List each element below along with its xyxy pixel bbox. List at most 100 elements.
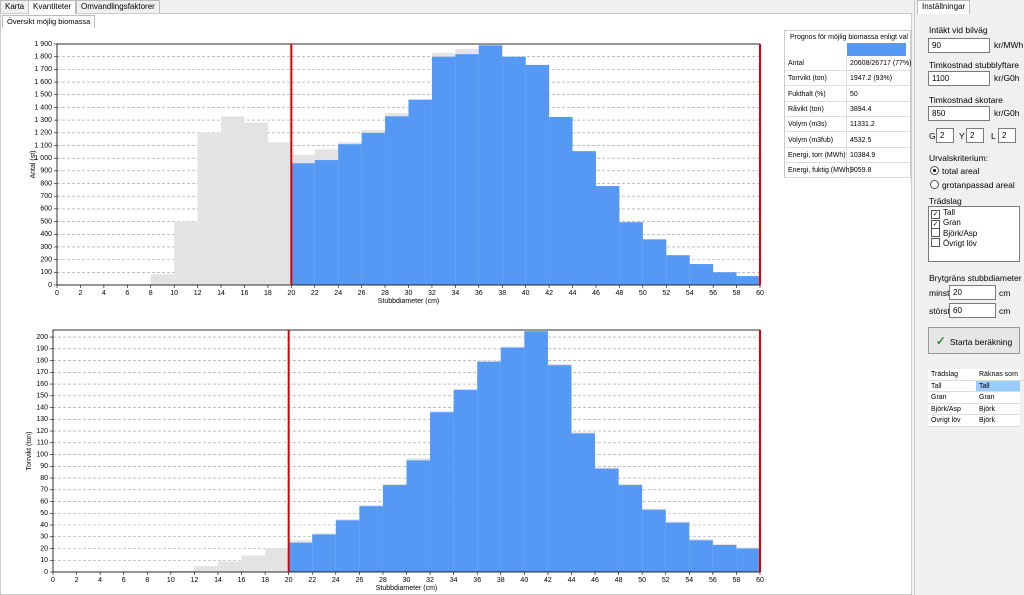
bar xyxy=(170,570,195,572)
text-input[interactable]: 850 xyxy=(928,106,990,121)
radio-option[interactable]: grotanpassad areal xyxy=(930,180,1015,190)
x-tick-label: 26 xyxy=(355,577,363,584)
bar xyxy=(194,566,218,572)
table-header: Trädslag xyxy=(928,369,976,381)
field-label: G xyxy=(929,131,936,141)
y-tick-label: 400 xyxy=(40,231,52,238)
tab[interactable]: Omvandlingsfaktorer xyxy=(76,0,160,13)
bar xyxy=(571,433,596,572)
unit-label: kr/G0h xyxy=(994,73,1020,83)
button[interactable]: ✓ Starta beräkning xyxy=(928,327,1020,354)
x-tick-label: 4 xyxy=(102,290,106,297)
text-input[interactable]: 90 xyxy=(928,38,990,53)
checkbox-label: Gran xyxy=(943,218,961,227)
field-label: Timkostnad stubblyftare xyxy=(929,60,1019,70)
bar xyxy=(595,186,620,285)
y-tick-label: 120 xyxy=(36,428,48,435)
text-input[interactable]: 2 xyxy=(998,128,1016,143)
x-tick-label: 10 xyxy=(170,290,178,297)
text-input[interactable]: 2 xyxy=(936,128,954,143)
table-cell[interactable]: Tall xyxy=(928,381,976,392)
settings-panel: Inställningar Intäkt vid bilväg 90 kr/MWh T… xyxy=(914,0,1024,595)
bar xyxy=(244,122,268,285)
y-tick-label: 80 xyxy=(40,475,48,482)
checkbox-option[interactable]: Övrigt löv xyxy=(931,238,977,248)
bar xyxy=(572,151,596,285)
table-cell[interactable]: Gran xyxy=(928,392,976,404)
bar xyxy=(713,272,737,285)
table-cell[interactable]: Björk xyxy=(976,404,1020,415)
x-tick-label: 36 xyxy=(473,577,481,584)
button-label: Starta beräkning xyxy=(949,337,1013,347)
table-cell[interactable]: Tall xyxy=(976,380,1020,392)
bar xyxy=(618,485,643,572)
y-tick-label: 10 xyxy=(40,557,48,564)
bar xyxy=(431,56,456,286)
y-tick-label: 140 xyxy=(36,404,48,411)
table-cell[interactable]: Björk/Asp xyxy=(928,404,976,415)
y-tick-label: 1 000 xyxy=(34,155,52,162)
bar xyxy=(150,274,175,285)
bar xyxy=(361,132,386,285)
x-tick-label: 22 xyxy=(311,290,319,297)
bar xyxy=(291,163,315,285)
table-cell[interactable]: Gran xyxy=(976,392,1020,404)
x-tick-label: 22 xyxy=(308,577,316,584)
x-tick-label: 28 xyxy=(379,577,387,584)
y-tick-label: 700 xyxy=(40,193,52,200)
bar xyxy=(547,365,572,572)
text-input[interactable]: 2 xyxy=(966,128,984,143)
bar xyxy=(430,412,454,572)
checkbox[interactable] xyxy=(931,228,940,237)
x-tick-label: 8 xyxy=(145,577,149,584)
group-label: Urvalskriterium: xyxy=(929,153,989,163)
check-icon: ✓ xyxy=(935,334,946,348)
x-tick-label: 28 xyxy=(381,290,389,297)
x-tick-label: 12 xyxy=(191,577,199,584)
subtab[interactable]: Översikt möjlig biomassa xyxy=(2,15,96,28)
text-input[interactable]: 1100 xyxy=(928,71,990,86)
table-cell: 20608/26717 (77%) xyxy=(847,56,912,71)
x-tick-label: 8 xyxy=(149,290,153,297)
table-cell[interactable]: Övrigt löv xyxy=(928,415,976,427)
y-tick-label: 1 700 xyxy=(34,66,52,73)
table-cell: Fukthalt (%) xyxy=(785,86,847,102)
text-input[interactable]: 20 xyxy=(949,285,996,300)
table-cell: Torrvikt (ton) xyxy=(785,71,847,87)
x-tick-label: 12 xyxy=(194,290,202,297)
unit-label: cm xyxy=(999,306,1011,316)
bar xyxy=(642,509,666,572)
radio[interactable] xyxy=(930,166,939,175)
bar xyxy=(174,221,198,285)
table-cell: 50 xyxy=(847,87,910,102)
bar xyxy=(736,548,760,572)
tab[interactable]: Kvantiteter xyxy=(28,0,77,14)
y-tick-label: 100 xyxy=(40,269,52,276)
x-tick-label: 34 xyxy=(450,577,458,584)
x-tick-label: 56 xyxy=(709,577,717,584)
x-tick-label: 2 xyxy=(75,577,79,584)
x-tick-label: 58 xyxy=(733,577,741,584)
table-cell[interactable]: Björk xyxy=(976,415,1020,427)
bar xyxy=(241,555,266,572)
x-tick-label: 38 xyxy=(497,577,505,584)
checkbox[interactable] xyxy=(931,238,940,247)
bar xyxy=(666,255,690,285)
text-input[interactable]: 60 xyxy=(949,303,996,318)
bar xyxy=(406,460,431,572)
x-tick-label: 24 xyxy=(334,290,342,297)
tab[interactable]: Inställningar xyxy=(917,0,971,14)
x-tick-label: 60 xyxy=(756,290,764,297)
radio[interactable] xyxy=(930,180,939,189)
checkbox[interactable]: ✓ xyxy=(931,210,940,219)
x-tick-label: 56 xyxy=(709,290,717,297)
field-label: Intäkt vid bilväg xyxy=(929,25,988,35)
checkbox-option[interactable]: Björk/Asp xyxy=(931,228,977,238)
checkbox-option[interactable]: ✓ Tall xyxy=(931,208,955,219)
radio-option[interactable]: total areal xyxy=(930,166,979,176)
bar xyxy=(335,520,360,572)
x-tick-label: 6 xyxy=(125,290,129,297)
bar xyxy=(338,144,362,285)
field-label: Y xyxy=(959,131,965,141)
bar xyxy=(736,276,760,285)
